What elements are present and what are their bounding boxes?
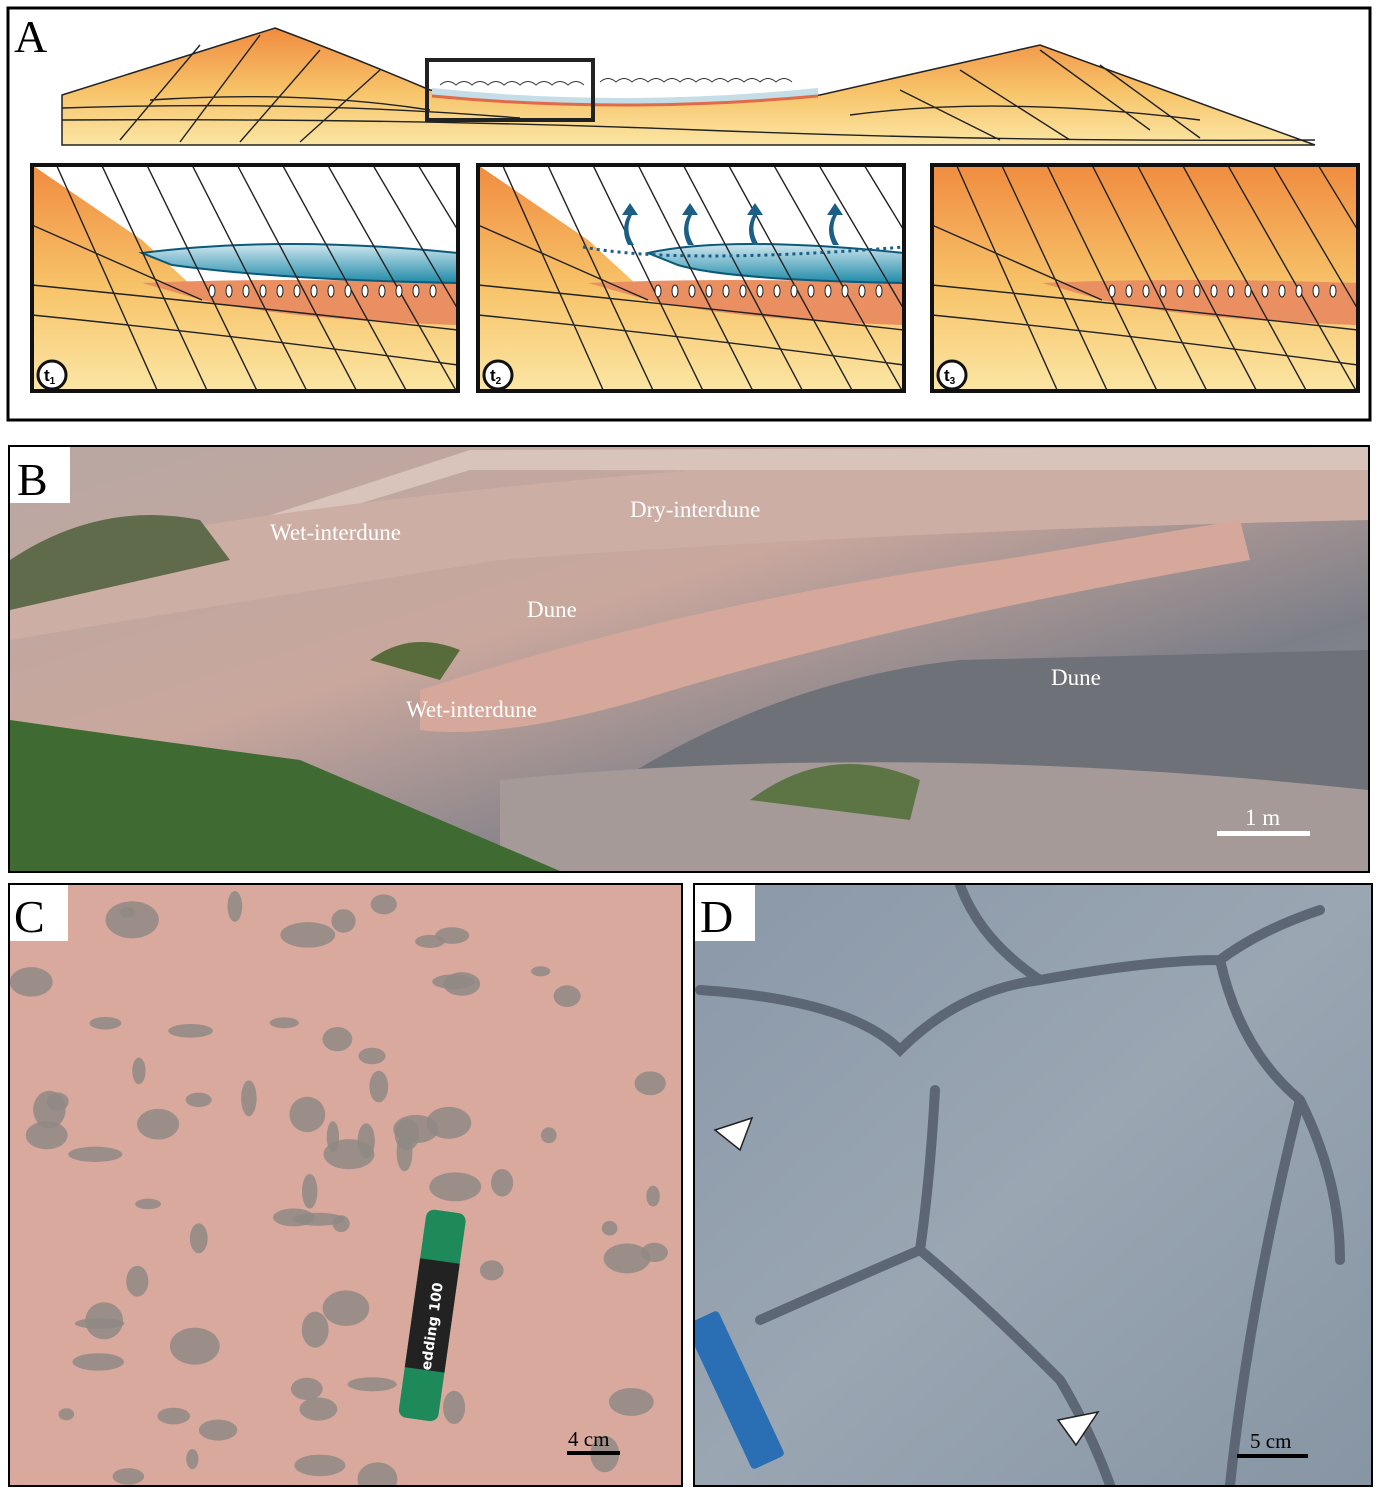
annotation: Dune bbox=[527, 597, 577, 622]
mudcrack-photo bbox=[685, 885, 1371, 1492]
scale-label: 4 cm bbox=[568, 1427, 609, 1451]
scale-bar bbox=[1237, 1454, 1308, 1458]
scale-bar bbox=[1217, 831, 1310, 836]
scale-label: 5 cm bbox=[1250, 1429, 1291, 1453]
panel-label: D bbox=[700, 891, 733, 942]
annotation: Wet-interdune bbox=[406, 697, 537, 722]
figure: A t1t2t3 B Wet-interdune Dry-interdune D… bbox=[0, 0, 1379, 1492]
panel-label: C bbox=[14, 891, 45, 942]
annotation: Dry-interdune bbox=[630, 497, 760, 522]
mudcrack-photo: edding 100 bbox=[10, 885, 681, 1492]
panel-label: B bbox=[17, 454, 48, 505]
annotation: Wet-interdune bbox=[270, 520, 401, 545]
scale-bar bbox=[567, 1451, 620, 1455]
inset: t3 bbox=[932, 155, 1379, 401]
annotation: Dune bbox=[1051, 665, 1101, 690]
scale-label: 1 m bbox=[1245, 805, 1280, 830]
panel-label: A bbox=[14, 11, 47, 62]
